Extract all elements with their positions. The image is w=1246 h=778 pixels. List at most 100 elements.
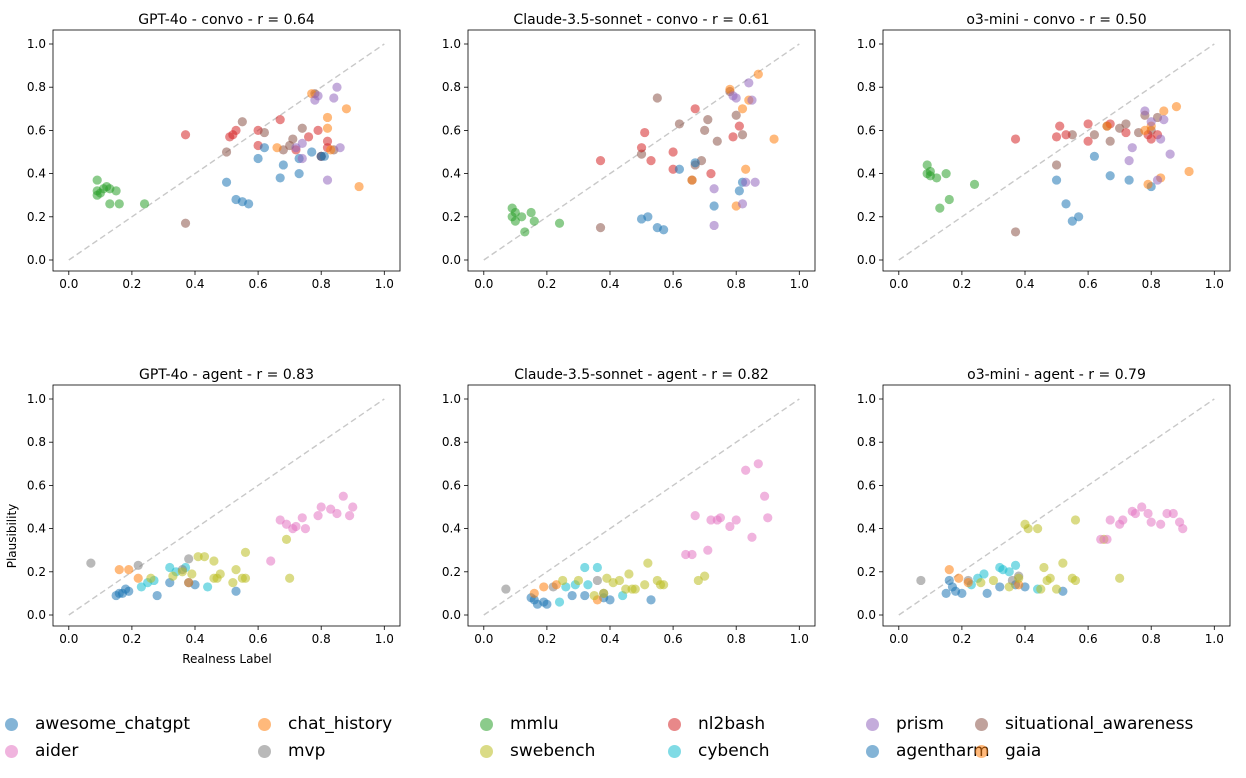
- x-tick-label: 1.0: [1205, 632, 1224, 646]
- y-tick-label: 0.0: [442, 253, 461, 267]
- y-tick-label: 0.6: [27, 478, 46, 492]
- point-aider: [1130, 508, 1141, 519]
- chart-title: o3-mini - agent - r = 0.79: [967, 367, 1146, 383]
- point-mmlu: [105, 199, 115, 209]
- x-tick-label: 0.4: [600, 632, 619, 646]
- y-tick-label: 1.0: [442, 37, 461, 51]
- point-chat_history: [114, 565, 124, 575]
- point-chat_history: [1184, 166, 1194, 177]
- y-tick-label: 0.8: [442, 80, 461, 94]
- point-prism: [1165, 149, 1175, 159]
- point-awesome_chatgpt: [690, 158, 700, 168]
- point-situational_awareness: [180, 218, 191, 228]
- point-swebench: [231, 565, 241, 575]
- point-aider: [1118, 515, 1128, 525]
- point-swebench: [988, 575, 999, 586]
- y-tick-label: 0.4: [857, 167, 876, 181]
- x-tick-label: 1.0: [375, 632, 394, 646]
- subplot-6: o3-mini - agent - r = 0.79 0.0 0.0 0.2 0.2 0.…: [857, 367, 1231, 646]
- x-tick-label: 0.0: [59, 632, 78, 646]
- x-tick-label: 1.0: [1205, 277, 1224, 291]
- x-tick-label: 0.4: [1015, 632, 1034, 646]
- chart-title: Claude-3.5-sonnet - agent - r = 0.82: [514, 367, 769, 383]
- point-swebench: [240, 573, 251, 583]
- point-cybench: [592, 562, 602, 573]
- x-tick-label: 0.8: [312, 277, 331, 291]
- point-swebench: [1115, 573, 1125, 583]
- point-swebench: [624, 569, 634, 579]
- point-nl2bash: [668, 147, 678, 157]
- point-situational_awareness: [288, 134, 298, 144]
- point-chat_history: [753, 69, 763, 79]
- legend-label: gaia: [1005, 741, 1042, 761]
- y-tick-label: 0.4: [442, 167, 461, 181]
- x-tick-label: 1.0: [790, 277, 809, 291]
- point-aider: [300, 524, 311, 534]
- point-situational_awareness: [221, 147, 232, 157]
- point-aider: [348, 502, 358, 512]
- point-nl2bash: [668, 164, 678, 174]
- point-mvp: [592, 575, 602, 586]
- point-awesome_chatgpt: [253, 153, 263, 164]
- point-situational_awareness: [1010, 227, 1021, 237]
- x-tick-label: 0.2: [122, 632, 141, 646]
- point-prism: [335, 143, 345, 153]
- point-nl2bash: [595, 156, 606, 166]
- point-nl2bash: [1083, 119, 1093, 129]
- point-aider: [1162, 508, 1172, 519]
- legend-label: mvp: [288, 741, 326, 761]
- point-situational_awareness: [1067, 130, 1077, 140]
- point-aider: [763, 513, 773, 523]
- point-prism: [709, 220, 719, 231]
- point-mmlu: [944, 194, 954, 205]
- point-prism: [731, 93, 741, 103]
- point-agentharm: [542, 599, 552, 609]
- point-aider: [731, 515, 741, 525]
- point-situational_awareness: [652, 93, 662, 103]
- y-tick-label: 0.8: [442, 435, 461, 449]
- point-mmlu: [114, 199, 124, 209]
- plot-frame: [467, 384, 816, 627]
- reference-line: [898, 398, 1215, 616]
- point-nl2bash: [646, 156, 656, 166]
- y-tick-label: 0.8: [857, 435, 876, 449]
- x-tick-label: 0.2: [952, 277, 971, 291]
- point-swebench: [700, 571, 710, 581]
- point-prism: [1159, 115, 1169, 125]
- legend-item-chat_history: chat_history: [258, 712, 392, 736]
- point-swebench: [573, 575, 584, 586]
- point-swebench: [199, 552, 210, 562]
- reference-line: [68, 398, 385, 616]
- point-prism: [1152, 175, 1163, 185]
- legend-item-mmlu: mmlu: [480, 712, 559, 736]
- point-agentharm: [957, 588, 967, 599]
- legend-item-cybench: cybench: [668, 739, 770, 763]
- point-mvp: [501, 584, 511, 594]
- point-swebench: [1039, 562, 1049, 573]
- x-tick-label: 0.6: [249, 632, 268, 646]
- legend-item-swebench: swebench: [480, 739, 595, 763]
- point-mvp: [133, 560, 143, 570]
- point-swebench: [1058, 558, 1068, 568]
- legend-marker: [5, 717, 18, 731]
- point-swebench: [1070, 575, 1081, 586]
- point-swebench: [285, 573, 295, 583]
- chart-title: GPT-4o - agent - r = 0.83: [139, 367, 314, 383]
- x-tick-label: 0.0: [474, 632, 493, 646]
- point-prism: [1146, 117, 1156, 127]
- point-situational_awareness: [297, 123, 307, 133]
- point-aider: [344, 511, 355, 521]
- point-aider: [313, 511, 323, 521]
- legend-marker: [258, 717, 271, 731]
- point-mmlu: [941, 169, 951, 179]
- legend-label: mmlu: [510, 714, 559, 734]
- y-tick-label: 0.8: [27, 435, 46, 449]
- legend-label: situational_awareness: [1005, 714, 1194, 734]
- point-awesome_chatgpt: [307, 147, 317, 157]
- y-tick-label: 1.0: [857, 37, 876, 51]
- point-aider: [706, 515, 716, 525]
- y-tick-label: 0.2: [442, 565, 461, 579]
- point-awesome_chatgpt: [643, 212, 653, 222]
- point-awesome_chatgpt: [294, 169, 304, 179]
- point-swebench: [599, 588, 609, 599]
